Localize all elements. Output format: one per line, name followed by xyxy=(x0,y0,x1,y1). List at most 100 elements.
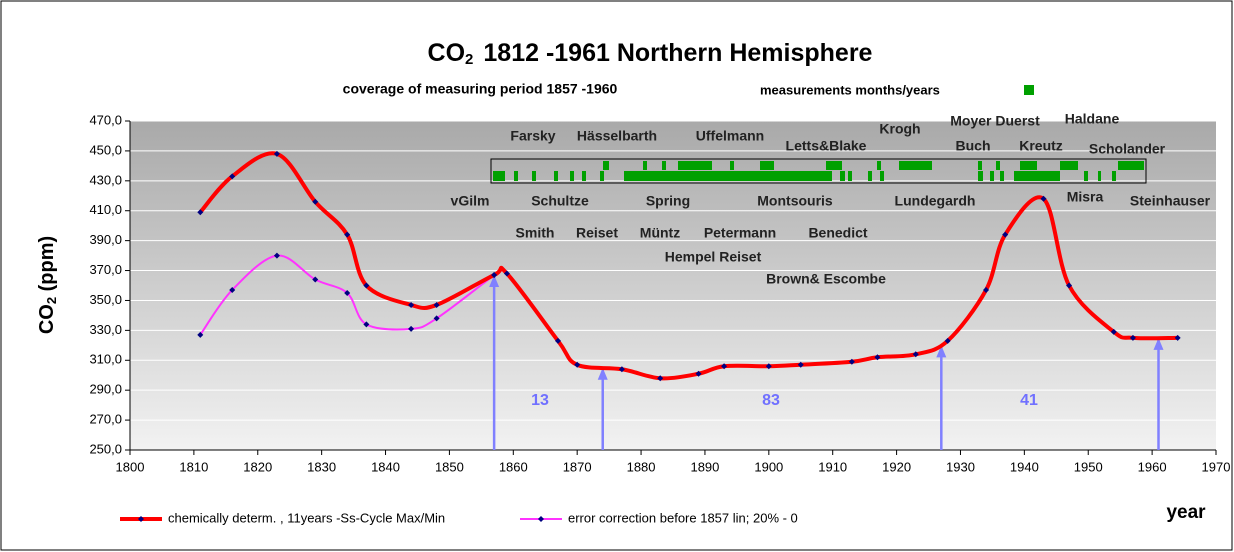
coverage-bar xyxy=(978,171,983,181)
researcher-label: Hässelbarth xyxy=(577,128,657,144)
x-tick-label: 1910 xyxy=(818,459,847,474)
marker xyxy=(912,351,919,358)
coverage-bar xyxy=(570,171,574,181)
researcher-label: Steinhauser xyxy=(1130,193,1211,209)
x-tick-label: 1970 xyxy=(1202,459,1231,474)
researcher-label: Spring xyxy=(646,193,690,209)
researcher-label: Misra xyxy=(1067,189,1104,205)
x-tick-label: 1850 xyxy=(435,459,464,474)
coverage-bar xyxy=(826,161,842,170)
coverage-bar xyxy=(730,161,734,170)
marker xyxy=(1110,328,1117,335)
y-tick-label: 270,0 xyxy=(89,412,122,427)
researcher-label: Petermann xyxy=(704,225,776,241)
marker xyxy=(363,321,370,328)
x-tick-label: 1880 xyxy=(627,459,656,474)
y-axis-label: CO2 (ppm) xyxy=(36,236,59,334)
researcher-label: Moyer Duerst xyxy=(950,113,1040,129)
researcher-label: Scholander xyxy=(1089,141,1166,157)
x-tick-label: 1840 xyxy=(371,459,400,474)
marker xyxy=(944,337,951,344)
y-tick-label: 350,0 xyxy=(89,292,122,307)
coverage-legend: measurements months/years xyxy=(760,82,940,97)
x-tick-label: 1830 xyxy=(307,459,336,474)
marker xyxy=(229,286,236,293)
coverage-bar xyxy=(868,171,872,181)
researcher-label: Schultze xyxy=(531,193,589,209)
period-count: 41 xyxy=(1020,392,1038,409)
marker xyxy=(618,366,625,373)
researcher-label: Farsky xyxy=(510,128,555,144)
marker xyxy=(657,375,664,382)
coverage-bar xyxy=(554,171,558,181)
arrow-head xyxy=(1153,337,1164,350)
x-tick-label: 1810 xyxy=(179,459,208,474)
coverage-bar xyxy=(643,161,647,170)
coverage-bar xyxy=(1020,161,1037,170)
marker xyxy=(197,331,204,338)
y-tick-label: 450,0 xyxy=(89,142,122,157)
subtitle: coverage of measuring period 1857 -1960 xyxy=(343,81,618,97)
marker xyxy=(273,252,280,259)
legend-label: chemically determ. , 11years -Ss-Cycle M… xyxy=(168,510,445,525)
coverage-bar xyxy=(1014,171,1060,181)
coverage-bar xyxy=(662,161,666,170)
marker xyxy=(273,150,280,157)
coverage-bar xyxy=(877,161,881,170)
x-axis-label: year xyxy=(1166,502,1206,523)
y-tick-label: 330,0 xyxy=(89,322,122,337)
researcher-label: Kreutz xyxy=(1019,138,1063,154)
marker xyxy=(765,363,772,370)
legend-marker xyxy=(538,516,544,522)
marker xyxy=(1174,334,1181,341)
coverage-bar xyxy=(603,161,609,170)
arrow-head xyxy=(936,345,947,358)
coverage-bar xyxy=(514,171,518,181)
legend-label: error correction before 1857 lin; 20% - … xyxy=(568,510,798,525)
marker xyxy=(433,301,440,308)
marker xyxy=(1040,195,1047,202)
coverage-bar xyxy=(532,171,536,181)
y-tick-label: 410,0 xyxy=(89,202,122,217)
marker xyxy=(797,361,804,368)
researcher-label: Buch xyxy=(956,138,991,154)
marker xyxy=(848,358,855,365)
coverage-bar xyxy=(840,171,845,181)
y-tick-label: 370,0 xyxy=(89,262,122,277)
researcher-label: Smith xyxy=(516,225,555,241)
coverage-bar xyxy=(600,171,604,181)
coverage-bar xyxy=(899,161,932,170)
x-tick-label: 1900 xyxy=(754,459,783,474)
x-tick-label: 1860 xyxy=(499,459,528,474)
coverage-bar xyxy=(990,171,994,181)
coverage-bar xyxy=(1098,171,1101,181)
x-tick-label: 1820 xyxy=(243,459,272,474)
researcher-label: Brown& Escombe xyxy=(766,271,886,287)
arrow-head xyxy=(489,275,500,288)
y-tick-label: 290,0 xyxy=(89,382,122,397)
x-tick-label: 1940 xyxy=(1010,459,1039,474)
x-tick-label: 1890 xyxy=(690,459,719,474)
coverage-bar xyxy=(978,161,982,170)
researcher-label: Lundegardh xyxy=(895,193,976,209)
researcher-label: vGilm xyxy=(451,193,490,209)
researcher-label: Reiset xyxy=(576,225,618,241)
period-count: 83 xyxy=(762,392,780,409)
legend-marker xyxy=(138,516,144,522)
x-tick-label: 1870 xyxy=(563,459,592,474)
marker xyxy=(503,270,510,277)
marker xyxy=(344,289,351,296)
coverage-bar xyxy=(678,161,712,170)
researcher-label: Benedict xyxy=(808,225,867,241)
coverage-bar xyxy=(582,171,586,181)
x-tick-label: 1800 xyxy=(116,459,145,474)
x-tick-label: 1930 xyxy=(946,459,975,474)
arrow-head xyxy=(597,367,608,380)
y-tick-label: 390,0 xyxy=(89,232,122,247)
coverage-bar xyxy=(760,161,774,170)
marker xyxy=(1002,231,1009,238)
coverage-bar xyxy=(1060,161,1078,170)
coverage-bar xyxy=(1118,161,1144,170)
marker xyxy=(555,337,562,344)
